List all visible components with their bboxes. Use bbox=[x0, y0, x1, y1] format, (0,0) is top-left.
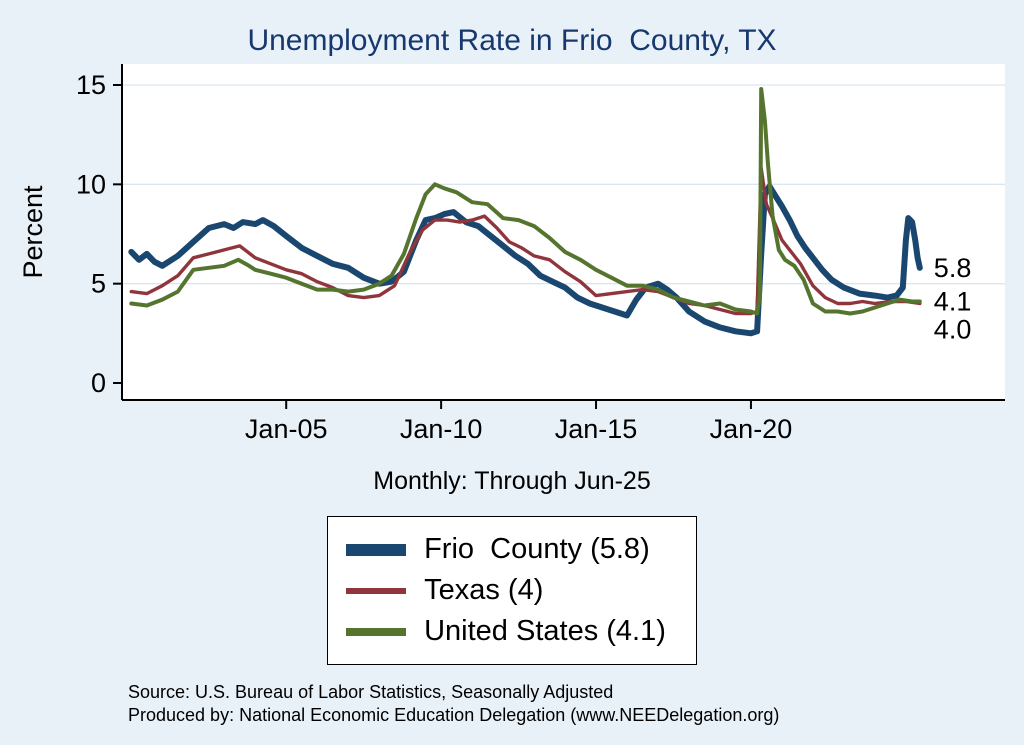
chart-title: Unemployment Rate in Frio County, TX bbox=[247, 24, 777, 57]
y-tick-label: 10 bbox=[76, 169, 106, 199]
x-tick-label: Jan-20 bbox=[710, 414, 793, 443]
end-label: 5.8 bbox=[934, 253, 972, 283]
texas-line-swatch bbox=[346, 587, 407, 594]
y-tick-label: 15 bbox=[76, 70, 106, 100]
legend-label-texas: Texas (4) bbox=[424, 574, 544, 606]
plot-svg: 0 5 10 15 Jan-05 Jan-10 Jan-15 Jan-20 Percent 5.8… bbox=[18, 64, 1005, 443]
legend-label-frio-county: Frio County (5.8) bbox=[424, 533, 650, 565]
y-tick-label: 0 bbox=[91, 368, 106, 398]
y-axis-title: Percent bbox=[18, 185, 48, 279]
source-line-2: Produced by: National Economic Education… bbox=[128, 705, 780, 726]
legend-item-united-states: United States (4.1) bbox=[346, 611, 666, 652]
x-tick-label: Jan-15 bbox=[555, 414, 638, 443]
end-label: 4.0 bbox=[934, 315, 972, 345]
legend-item-texas: Texas (4) bbox=[346, 570, 666, 611]
end-label: 4.1 bbox=[934, 287, 972, 317]
source-line-1: Source: U.S. Bureau of Labor Statistics,… bbox=[128, 682, 614, 702]
source-note: Source: U.S. Bureau of Labor Statistics,… bbox=[0, 681, 1024, 728]
legend-label-united-states: United States (4.1) bbox=[424, 615, 666, 647]
legend: Frio County (5.8) Texas (4) United State… bbox=[327, 516, 697, 665]
frio-county-line bbox=[128, 183, 923, 337]
legend-item-frio-county: Frio County (5.8) bbox=[346, 529, 666, 570]
x-tick-label: Jan-05 bbox=[245, 414, 328, 443]
frio-county-line-swatch bbox=[346, 543, 407, 556]
plot-area bbox=[122, 64, 1005, 400]
chart-subtitle: Monthly: Through Jun-25 bbox=[373, 467, 651, 495]
united-states-line bbox=[129, 87, 922, 316]
united-states-line-swatch bbox=[346, 627, 407, 636]
texas-line bbox=[129, 166, 922, 316]
x-tick-label: Jan-10 bbox=[400, 414, 483, 443]
y-tick-label: 5 bbox=[91, 269, 106, 299]
